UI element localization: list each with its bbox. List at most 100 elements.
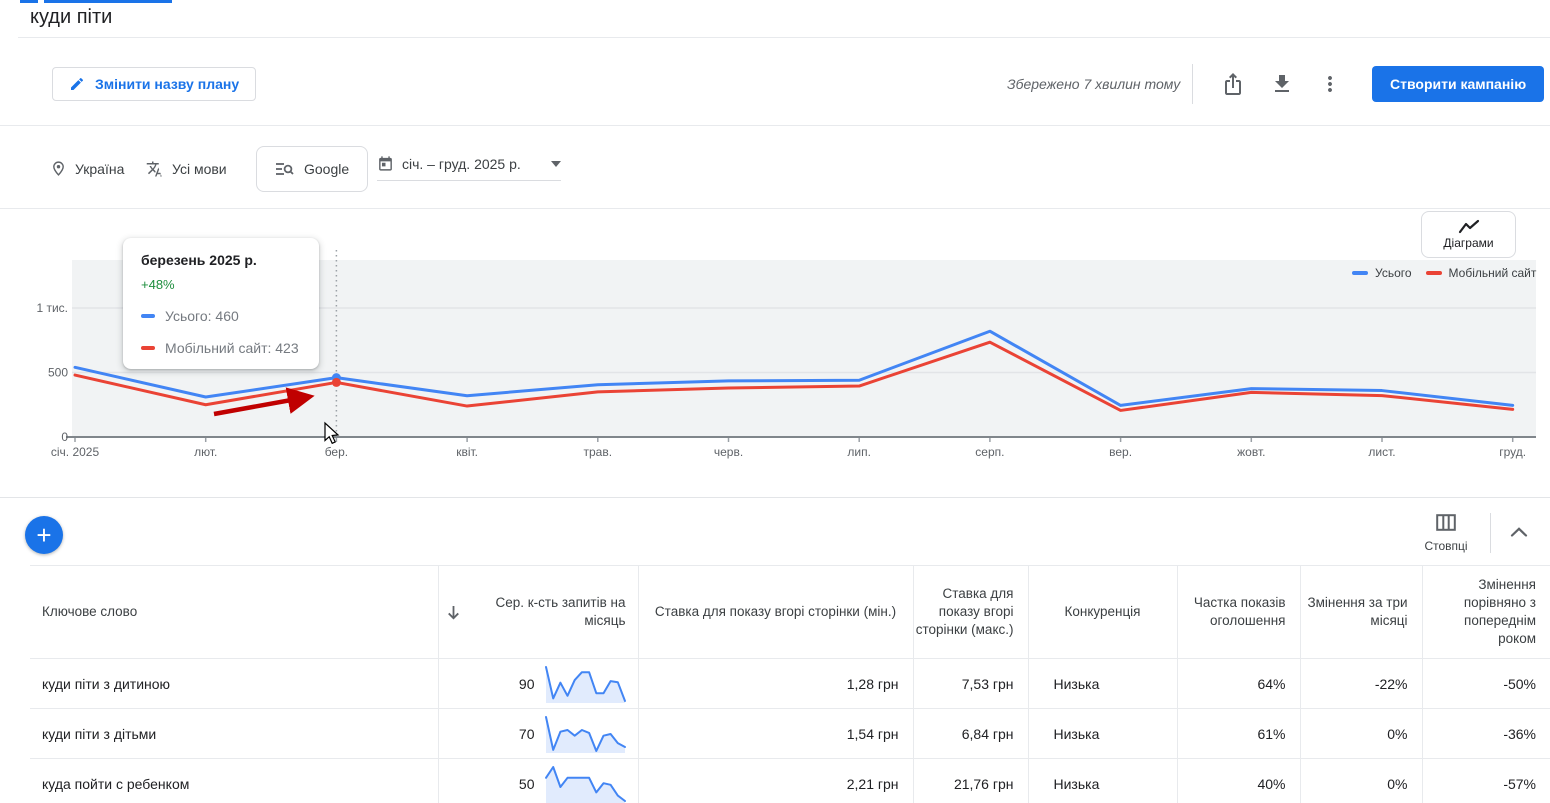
create-campaign-button[interactable]: Створити кампанію — [1372, 66, 1544, 102]
date-range-label: січ. – груд. 2025 р. — [402, 156, 521, 172]
more-options-icon[interactable] — [1318, 72, 1342, 96]
change-yoy-cell: -36% — [1422, 709, 1550, 759]
charts-toggle-button[interactable]: Діаграми — [1421, 211, 1516, 258]
active-tab-indicator — [20, 0, 38, 3]
pencil-icon — [69, 76, 85, 92]
page-title: куди піти — [30, 6, 112, 29]
svg-text:трав.: трав. — [584, 445, 613, 459]
chart-tooltip: березень 2025 р. +48% Усього: 460 Мобіль… — [123, 238, 319, 369]
svg-text:бер.: бер. — [325, 445, 348, 459]
calendar-icon — [377, 155, 394, 172]
network-filter-label: Google — [304, 161, 349, 177]
header-volume[interactable]: Сер. к-сть запитів на місяць — [438, 566, 638, 659]
divider — [1192, 64, 1193, 104]
keyword-cell: куди піти з дитиною — [30, 659, 438, 709]
svg-text:лист.: лист. — [1368, 445, 1395, 459]
keyword-planner-screen: куди піти Змінити назву плану Збережено … — [0, 0, 1550, 803]
translate-icon — [146, 160, 164, 178]
competition-cell: Низька — [1028, 709, 1177, 759]
search-network-icon — [275, 162, 294, 177]
edit-plan-name-button[interactable]: Змінити назву плану — [52, 67, 256, 101]
volume-value: 90 — [519, 676, 535, 692]
header-bid-min[interactable]: Ставка для показу вгорі сторінки (мін.) — [638, 566, 913, 659]
divider — [0, 125, 1550, 126]
tooltip-row-mobile: Мобільний сайт: 423 — [141, 340, 301, 356]
tooltip-value-mobile: Мобільний сайт: 423 — [165, 340, 299, 356]
change-3m-cell: 0% — [1300, 759, 1422, 803]
location-filter[interactable]: Україна — [50, 160, 124, 177]
columns-button[interactable]: Стовпці — [1418, 514, 1474, 553]
svg-text:жовт.: жовт. — [1237, 445, 1265, 459]
change-3m-cell: 0% — [1300, 709, 1422, 759]
keyword-table: Ключове слово Сер. к-сть запитів на міся… — [30, 565, 1550, 803]
charts-toggle-label: Діаграми — [1443, 236, 1493, 250]
header-volume-label: Сер. к-сть запитів на місяць — [466, 594, 626, 630]
impression-share-cell: 64% — [1177, 659, 1300, 709]
divider — [0, 497, 1550, 498]
divider — [18, 37, 1550, 38]
saved-status: Збережено 7 хвилин тому — [1007, 76, 1180, 92]
competition-cell: Низька — [1028, 659, 1177, 709]
svg-text:черв.: черв. — [714, 445, 743, 459]
svg-text:вер.: вер. — [1109, 445, 1132, 459]
sort-descending-icon — [447, 605, 460, 620]
svg-text:0: 0 — [61, 430, 68, 444]
location-filter-label: Україна — [75, 161, 124, 177]
language-filter-label: Усі мови — [172, 161, 227, 177]
tooltip-title: березень 2025 р. — [141, 252, 301, 268]
language-filter[interactable]: Усі мови — [146, 160, 227, 178]
network-filter[interactable]: Google — [256, 146, 368, 192]
legend-item-mobile: Мобільний сайт — [1426, 266, 1537, 280]
line-chart-icon — [1458, 219, 1480, 234]
share-icon[interactable] — [1221, 72, 1245, 96]
change-yoy-cell: -57% — [1422, 759, 1550, 803]
svg-text:серп.: серп. — [975, 445, 1004, 459]
header-keyword[interactable]: Ключове слово — [30, 566, 438, 659]
download-icon[interactable] — [1270, 72, 1294, 96]
tooltip-value-total: Усього: 460 — [165, 308, 239, 324]
volume-sparkline — [543, 764, 628, 803]
legend-item-total: Усього — [1352, 266, 1412, 280]
edit-plan-name-label: Змінити назву плану — [95, 76, 239, 92]
impression-share-cell: 61% — [1177, 709, 1300, 759]
svg-text:лип.: лип. — [847, 445, 871, 459]
bid-min-cell: 1,28 грн — [638, 659, 913, 709]
svg-text:груд.: груд. — [1499, 445, 1526, 459]
tooltip-swatch-total — [141, 314, 155, 318]
volume-sparkline — [543, 714, 628, 754]
svg-text:січ. 2025: січ. 2025 — [51, 445, 100, 459]
svg-text:500: 500 — [48, 366, 68, 380]
svg-text:квіт.: квіт. — [456, 445, 478, 459]
table-row: куди піти з дитиною 90 1,28 грн 7,53 грн… — [30, 659, 1550, 709]
bid-max-cell: 7,53 грн — [913, 659, 1028, 709]
bid-min-cell: 1,54 грн — [638, 709, 913, 759]
add-keywords-button[interactable]: + — [25, 516, 63, 554]
legend-label-mobile: Мобільний сайт — [1449, 266, 1537, 280]
collapse-table-button[interactable] — [1510, 524, 1540, 548]
location-pin-icon — [50, 160, 67, 177]
bid-max-cell: 6,84 грн — [913, 709, 1028, 759]
header-competition[interactable]: Конкуренція — [1028, 566, 1177, 659]
tooltip-swatch-mobile — [141, 346, 155, 350]
volume-value: 50 — [519, 776, 535, 792]
header-bid-max[interactable]: Ставка для показу вгорі сторінки (макс.) — [913, 566, 1028, 659]
tooltip-change-badge: +48% — [141, 277, 301, 292]
svg-text:1 тис.: 1 тис. — [36, 301, 68, 315]
legend-label-total: Усього — [1375, 266, 1412, 280]
header-change-3m[interactable]: Змінення за три місяці — [1300, 566, 1422, 659]
date-range-picker[interactable]: січ. – груд. 2025 р. — [377, 155, 561, 181]
chart-legend: Усього Мобільний сайт — [1352, 266, 1536, 280]
volume-sparkline — [543, 664, 628, 704]
competition-cell: Низька — [1028, 759, 1177, 803]
bid-min-cell: 2,21 грн — [638, 759, 913, 803]
bid-max-cell: 21,76 грн — [913, 759, 1028, 803]
impression-share-cell: 40% — [1177, 759, 1300, 803]
chevron-up-icon — [1510, 527, 1528, 537]
change-3m-cell: -22% — [1300, 659, 1422, 709]
header-change-yoy[interactable]: Змінення порівняно з попереднім роком — [1422, 566, 1550, 659]
svg-text:лют.: лют. — [194, 445, 217, 459]
table-header-row: Ключове слово Сер. к-сть запитів на міся… — [30, 566, 1550, 659]
divider — [1490, 513, 1491, 553]
table-row: куди піти з дітьми 70 1,54 грн 6,84 грн … — [30, 709, 1550, 759]
header-impression-share[interactable]: Частка показів оголошення — [1177, 566, 1300, 659]
